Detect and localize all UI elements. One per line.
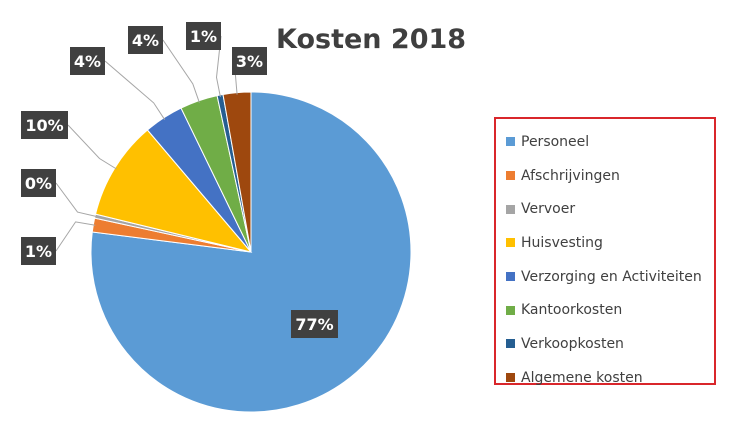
- legend: Personeel Afschrijvingen Vervoer Huisvestin…: [494, 117, 716, 386]
- legend-label: Afschrijvingen: [521, 167, 620, 184]
- data-label-box-7: [186, 22, 221, 50]
- data-label-5: 4%: [74, 52, 101, 71]
- leader-line-4: [67, 124, 117, 170]
- chart-title: Kosten 2018: [276, 24, 467, 55]
- legend-swatch: [506, 305, 515, 315]
- legend-swatch: [506, 339, 515, 349]
- leader-line-5: [104, 60, 166, 120]
- legend-swatch: [506, 137, 515, 147]
- data-label-box-5: [70, 47, 105, 75]
- legend-label: Verzorging en Activiteiten: [521, 268, 702, 285]
- legend-label: Personeel: [521, 133, 590, 150]
- pie-slices: [90, 91, 412, 413]
- data-label-box-2: [21, 237, 56, 265]
- legend-swatch: [506, 272, 515, 282]
- legend-item: Huisvesting: [496, 226, 714, 260]
- legend-item: Personeel: [496, 125, 714, 159]
- data-label-3: 0%: [25, 174, 52, 193]
- legend-label: Kantoorkosten: [521, 302, 623, 319]
- leader-line-6: [162, 39, 200, 103]
- data-label-1: 77%: [295, 315, 333, 334]
- data-label-6: 4%: [132, 31, 159, 50]
- legend-label: Verkoopkosten: [521, 335, 624, 352]
- legend-label: Algemene kosten: [521, 369, 643, 386]
- leader-line-3: [55, 182, 98, 218]
- legend-item: Vervoer: [496, 192, 714, 226]
- legend-label: Vervoer: [521, 201, 576, 218]
- legend-item: Kantoorkosten: [496, 293, 714, 327]
- legend-item: Afschrijvingen: [496, 159, 714, 193]
- legend-label: Huisvesting: [521, 234, 603, 251]
- data-label-4: 10%: [25, 116, 63, 135]
- legend-item: Verzorging en Activiteiten: [496, 260, 714, 294]
- leader-line-2: [55, 221, 96, 252]
- legend-swatch: [506, 204, 515, 214]
- legend-swatch: [506, 373, 515, 383]
- data-label-8: 3%: [236, 52, 263, 71]
- data-label-2: 1%: [25, 242, 52, 261]
- legend-swatch: [506, 171, 515, 181]
- legend-item: Algemene kosten: [496, 361, 714, 395]
- data-label-box-6: [128, 26, 163, 54]
- data-label-7: 1%: [190, 27, 217, 46]
- legend-item: Verkoopkosten: [496, 327, 714, 361]
- data-label-box-8: [232, 47, 267, 75]
- data-labels: 77% 1% 0% 10% 4% 4% 1% 3%: [21, 22, 338, 339]
- legend-swatch: [506, 238, 515, 248]
- data-label-box-1: [290, 310, 338, 339]
- data-label-box-3: [21, 169, 56, 197]
- data-label-box-4: [21, 111, 68, 139]
